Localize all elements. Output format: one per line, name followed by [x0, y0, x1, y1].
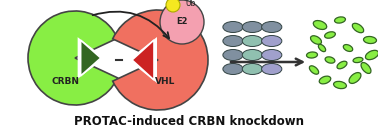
Text: VHL: VHL: [155, 78, 175, 86]
Ellipse shape: [309, 66, 319, 74]
Ellipse shape: [343, 45, 353, 51]
Ellipse shape: [310, 36, 321, 44]
Ellipse shape: [223, 63, 243, 74]
Ellipse shape: [223, 36, 243, 47]
Wedge shape: [28, 11, 118, 105]
Wedge shape: [113, 10, 208, 110]
Text: PROTAC-induced CRBN knockdown: PROTAC-induced CRBN knockdown: [74, 115, 304, 128]
Ellipse shape: [242, 63, 262, 74]
Ellipse shape: [313, 20, 327, 29]
Ellipse shape: [318, 44, 325, 52]
Ellipse shape: [364, 36, 376, 43]
Ellipse shape: [307, 52, 318, 58]
Ellipse shape: [242, 36, 262, 47]
Ellipse shape: [262, 63, 282, 74]
Text: Ub: Ub: [185, 0, 195, 7]
Ellipse shape: [242, 22, 262, 32]
Ellipse shape: [352, 23, 364, 33]
Ellipse shape: [223, 22, 243, 32]
Ellipse shape: [361, 63, 371, 73]
Ellipse shape: [262, 22, 282, 32]
Ellipse shape: [262, 49, 282, 61]
Polygon shape: [81, 40, 101, 76]
Text: CRBN: CRBN: [51, 78, 79, 86]
FancyArrowPatch shape: [93, 12, 169, 38]
Circle shape: [166, 0, 180, 12]
Ellipse shape: [325, 32, 335, 38]
Polygon shape: [128, 37, 157, 83]
Polygon shape: [132, 40, 154, 80]
Circle shape: [160, 0, 204, 44]
Ellipse shape: [242, 49, 262, 61]
Ellipse shape: [262, 36, 282, 47]
Ellipse shape: [349, 73, 361, 83]
Ellipse shape: [366, 50, 378, 60]
Ellipse shape: [337, 61, 347, 69]
Text: E2: E2: [176, 18, 188, 26]
Polygon shape: [77, 37, 105, 79]
Ellipse shape: [333, 81, 346, 89]
Ellipse shape: [223, 49, 243, 61]
Ellipse shape: [319, 76, 331, 84]
Ellipse shape: [335, 17, 345, 23]
Ellipse shape: [325, 57, 335, 63]
Ellipse shape: [353, 57, 363, 63]
